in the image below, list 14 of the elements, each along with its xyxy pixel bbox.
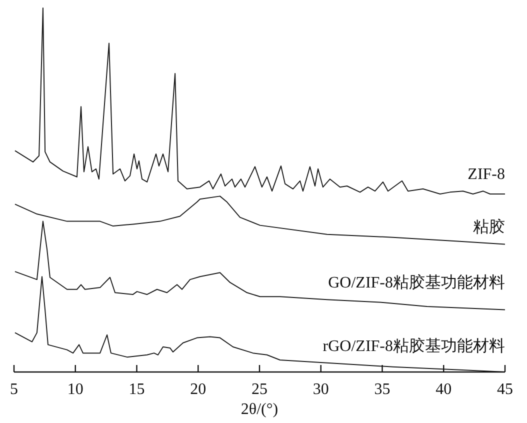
series-label: 粘胶 [473, 218, 505, 236]
x-tick-label: 40 [436, 381, 452, 398]
series-label: rGO/ZIF-8粘胶基功能材料 [322, 336, 505, 355]
x-tick-label: 25 [252, 381, 268, 398]
series-label: GO/ZIF-8粘胶基功能材料 [328, 274, 505, 292]
x-tick-label: 30 [312, 381, 329, 398]
x-tick-label: 15 [128, 381, 145, 398]
x-tick-label: 20 [190, 381, 206, 398]
x-tick-label: 10 [67, 381, 84, 398]
series-label: ZIF-8 [468, 166, 505, 184]
x-tick-label: 5 [10, 381, 18, 398]
x-tick-label: 45 [497, 381, 513, 398]
x-tick-label: 35 [374, 381, 390, 398]
x-axis-title: 2θ/(°) [240, 401, 278, 418]
